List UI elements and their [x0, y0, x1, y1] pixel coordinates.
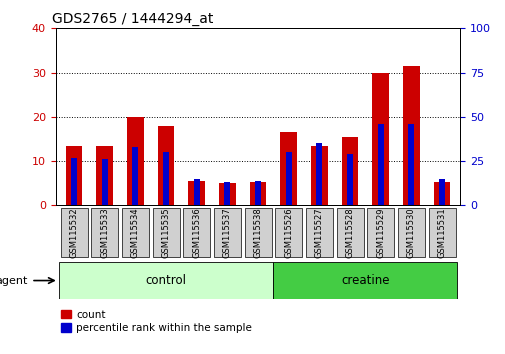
- Text: GSM115537: GSM115537: [223, 207, 231, 258]
- Text: GSM115529: GSM115529: [376, 207, 384, 258]
- Bar: [102, 159, 108, 205]
- FancyBboxPatch shape: [367, 208, 393, 257]
- FancyBboxPatch shape: [91, 208, 118, 257]
- Text: GDS2765 / 1444294_at: GDS2765 / 1444294_at: [52, 12, 213, 26]
- FancyBboxPatch shape: [122, 208, 148, 257]
- Bar: [255, 181, 261, 205]
- FancyBboxPatch shape: [275, 208, 301, 257]
- Bar: [377, 124, 383, 205]
- Bar: [408, 124, 414, 205]
- Bar: [402, 66, 419, 205]
- Bar: [280, 132, 296, 205]
- FancyBboxPatch shape: [214, 208, 240, 257]
- Bar: [163, 152, 169, 205]
- FancyBboxPatch shape: [428, 208, 455, 257]
- Bar: [219, 183, 235, 205]
- Bar: [224, 182, 230, 205]
- Bar: [341, 137, 358, 205]
- Bar: [132, 147, 138, 205]
- FancyBboxPatch shape: [306, 208, 332, 257]
- Bar: [66, 145, 82, 205]
- Bar: [372, 73, 388, 205]
- Bar: [285, 152, 291, 205]
- FancyBboxPatch shape: [244, 208, 271, 257]
- Bar: [346, 154, 352, 205]
- Bar: [249, 182, 266, 205]
- Text: GSM115536: GSM115536: [192, 207, 201, 258]
- Bar: [158, 126, 174, 205]
- Text: GSM115534: GSM115534: [131, 207, 139, 258]
- FancyBboxPatch shape: [153, 208, 179, 257]
- Bar: [96, 145, 113, 205]
- Text: GSM115531: GSM115531: [437, 207, 446, 258]
- FancyBboxPatch shape: [59, 262, 273, 299]
- Bar: [71, 158, 77, 205]
- Bar: [433, 182, 449, 205]
- FancyBboxPatch shape: [336, 208, 363, 257]
- FancyBboxPatch shape: [61, 208, 87, 257]
- FancyBboxPatch shape: [273, 262, 457, 299]
- Bar: [316, 143, 322, 205]
- Bar: [311, 145, 327, 205]
- Legend: count, percentile rank within the sample: count, percentile rank within the sample: [61, 310, 252, 333]
- Text: GSM115535: GSM115535: [161, 207, 170, 258]
- Text: GSM115530: GSM115530: [406, 207, 415, 258]
- Text: GSM115533: GSM115533: [100, 207, 109, 258]
- FancyBboxPatch shape: [397, 208, 424, 257]
- Text: GSM115538: GSM115538: [253, 207, 262, 258]
- Bar: [188, 181, 205, 205]
- Bar: [193, 179, 199, 205]
- Text: GSM115527: GSM115527: [314, 207, 323, 258]
- Text: GSM115532: GSM115532: [69, 207, 78, 258]
- Text: GSM115528: GSM115528: [345, 207, 354, 258]
- Text: creatine: creatine: [340, 274, 389, 287]
- Text: agent: agent: [0, 275, 28, 286]
- Bar: [438, 179, 444, 205]
- Text: GSM115526: GSM115526: [284, 207, 292, 258]
- FancyBboxPatch shape: [183, 208, 210, 257]
- Bar: [127, 117, 143, 205]
- Text: control: control: [145, 274, 186, 287]
